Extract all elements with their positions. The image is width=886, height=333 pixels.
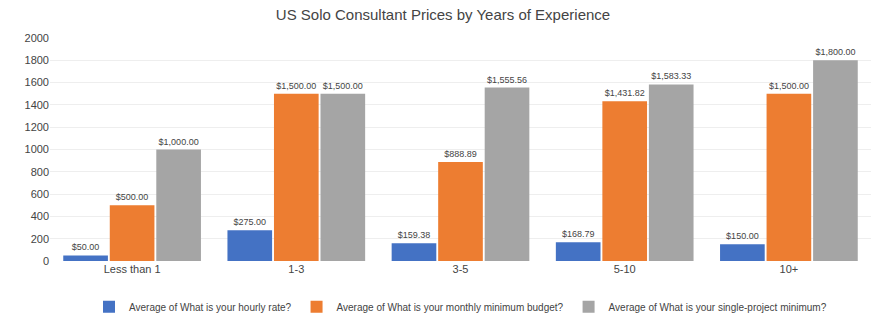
svg-text:0: 0 bbox=[43, 255, 49, 267]
svg-text:$159.38: $159.38 bbox=[398, 230, 431, 240]
svg-text:US Solo Consultant Prices by Y: US Solo Consultant Prices by Years of Ex… bbox=[276, 6, 610, 23]
svg-text:$888.89: $888.89 bbox=[444, 149, 477, 159]
svg-text:$1,583.33: $1,583.33 bbox=[651, 71, 691, 81]
svg-text:1400: 1400 bbox=[25, 99, 49, 111]
svg-text:$1,500.00: $1,500.00 bbox=[276, 81, 316, 91]
svg-text:$500.00: $500.00 bbox=[116, 192, 149, 202]
svg-text:Average of What is your monthl: Average of What is your monthly minimum … bbox=[337, 302, 564, 313]
svg-text:400: 400 bbox=[31, 210, 49, 222]
svg-text:$50.00: $50.00 bbox=[72, 242, 100, 252]
svg-text:1600: 1600 bbox=[25, 76, 49, 88]
svg-text:$1,800.00: $1,800.00 bbox=[815, 47, 855, 57]
svg-text:800: 800 bbox=[31, 166, 49, 178]
svg-text:$150.00: $150.00 bbox=[726, 231, 759, 241]
svg-text:$1,500.00: $1,500.00 bbox=[769, 81, 809, 91]
svg-text:1000: 1000 bbox=[25, 143, 49, 155]
svg-text:$168.79: $168.79 bbox=[562, 229, 595, 239]
svg-text:$1,500.00: $1,500.00 bbox=[323, 81, 363, 91]
svg-text:1800: 1800 bbox=[25, 54, 49, 66]
svg-text:5-10: 5-10 bbox=[614, 263, 636, 275]
svg-text:Average of What is your single: Average of What is your single-project m… bbox=[609, 302, 827, 313]
svg-text:1200: 1200 bbox=[25, 121, 49, 133]
svg-text:200: 200 bbox=[31, 233, 49, 245]
svg-text:$1,555.56: $1,555.56 bbox=[487, 75, 527, 85]
svg-text:Average of What is your hourly: Average of What is your hourly rate? bbox=[129, 302, 292, 313]
svg-text:2000: 2000 bbox=[25, 32, 49, 44]
svg-text:Less than 1: Less than 1 bbox=[104, 263, 161, 275]
svg-text:$1,000.00: $1,000.00 bbox=[159, 137, 199, 147]
svg-text:10+: 10+ bbox=[780, 263, 799, 275]
svg-text:600: 600 bbox=[31, 188, 49, 200]
svg-text:3-5: 3-5 bbox=[453, 263, 469, 275]
svg-text:$275.00: $275.00 bbox=[234, 217, 267, 227]
svg-text:$1,431.82: $1,431.82 bbox=[605, 88, 645, 98]
svg-text:1-3: 1-3 bbox=[288, 263, 304, 275]
